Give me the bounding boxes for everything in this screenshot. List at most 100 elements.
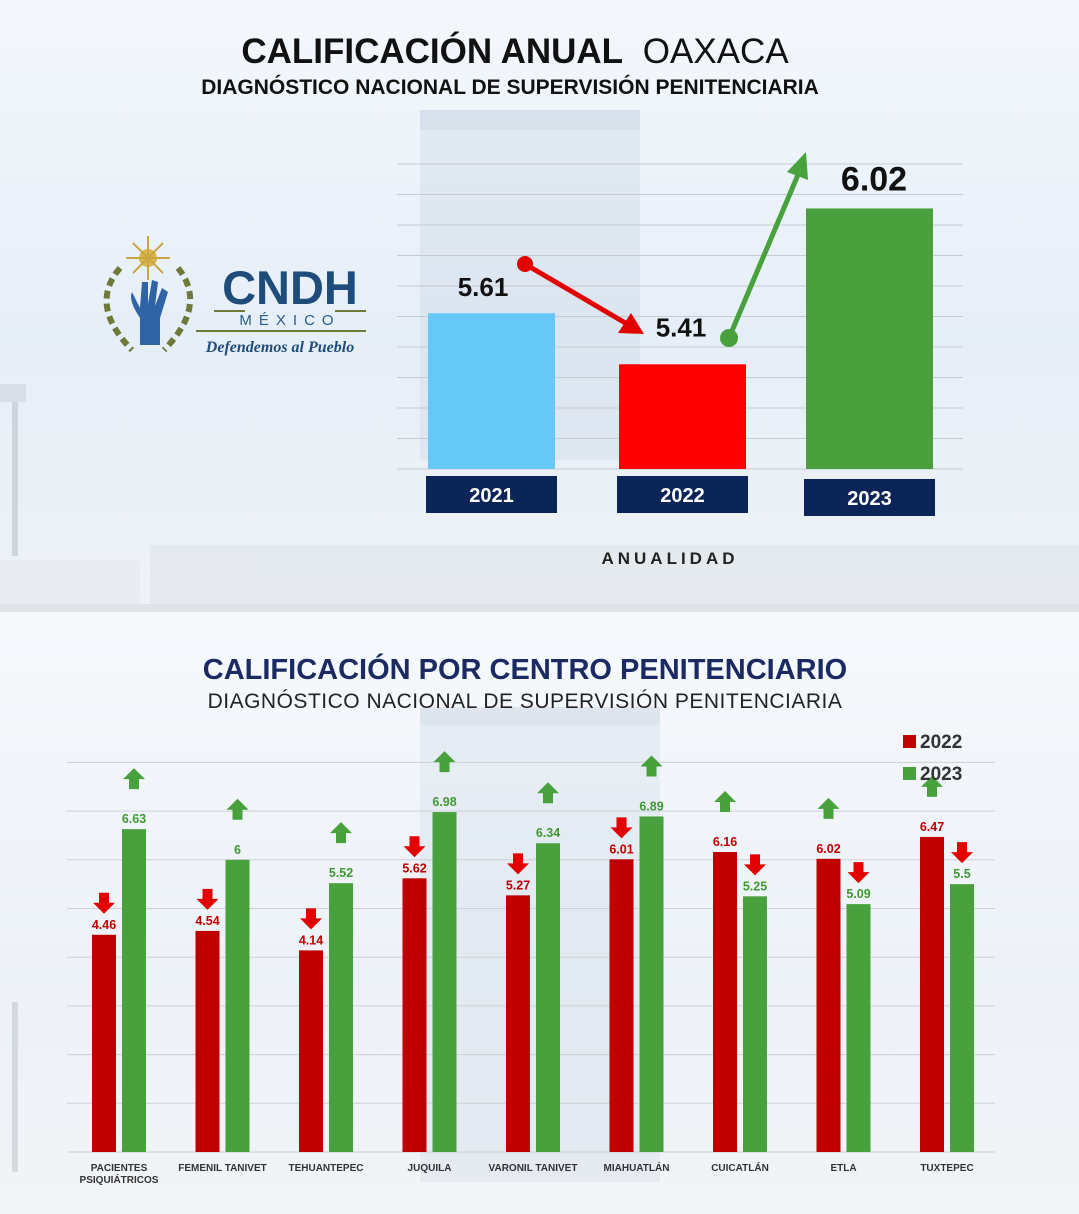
- bottom-category-label: PSIQUIÁTRICOS: [80, 1173, 159, 1186]
- center-score-chart: CALIFICACIÓN POR CENTRO PENITENCIARIO DI…: [12, 652, 995, 1186]
- bottom-title: CALIFICACIÓN POR CENTRO PENITENCIARIO: [203, 652, 847, 686]
- top-category-label: 2021: [469, 485, 514, 507]
- top-category-box-2022: [617, 476, 748, 513]
- laurel-wreath-icon: [103, 266, 194, 353]
- arrow-down-icon: [847, 862, 870, 884]
- bottom-value-label: 6.98: [432, 795, 456, 809]
- bar-2022-7: [816, 858, 841, 1152]
- top-value-label: 6.02: [841, 160, 907, 198]
- annual-score-chart: CALIFICACIÓN ANUAL OAXACA DIAGNÓSTICO NA…: [0, 31, 1079, 606]
- arrow-up-icon: [640, 755, 663, 777]
- bar-2022-8: [920, 836, 944, 1152]
- logo-name: CNDH: [222, 261, 358, 314]
- arrow-down-icon: [196, 888, 219, 910]
- top-value-label: 5.41: [656, 312, 707, 342]
- bottom-category-label: TEHUANTEPEC: [288, 1163, 363, 1174]
- bar-2023-4: [536, 843, 560, 1152]
- top-category-box-2021: [426, 476, 557, 513]
- top-category-label: 2023: [847, 488, 892, 510]
- bar-2023-0: [122, 829, 146, 1152]
- logo-country: MÉXICO: [239, 312, 340, 329]
- bar-2023-5: [639, 816, 664, 1152]
- bar-2023-6: [743, 896, 767, 1152]
- bottom-value-labels: 4.46 6.63 4.54 6 4.14 5.52 5.62 6.98 5.27 6.34 6.0…: [92, 795, 971, 947]
- bottom-value-label: 5.27: [506, 878, 530, 892]
- top-title: CALIFICACIÓN ANUAL OAXACA: [241, 31, 789, 71]
- top-category-labels: 2021 2022 2023: [426, 476, 935, 516]
- arrow-up-icon: [226, 798, 249, 820]
- bottom-value-label: 6.89: [639, 799, 663, 813]
- trend-arrow-up: [726, 169, 803, 339]
- bottom-value-label: 5.09: [846, 887, 870, 901]
- bottom-bars: [92, 812, 974, 1152]
- annual-score-panel: CALIFICACIÓN ANUAL OAXACA DIAGNÓSTICO NA…: [0, 0, 1079, 606]
- top-value-label: 5.61: [458, 272, 509, 302]
- arrow-up-icon: [123, 768, 145, 790]
- bottom-value-label: 6.47: [920, 820, 944, 834]
- trend-arrow-down: [523, 261, 629, 327]
- bottom-value-label: 5.5: [953, 867, 970, 881]
- bar-2023-1: [225, 859, 250, 1152]
- bottom-value-label: 4.54: [195, 914, 219, 928]
- bottom-category-label: JUQUILA: [408, 1163, 452, 1174]
- bottom-value-label: 5.62: [402, 861, 426, 875]
- bottom-value-label: 6.02: [816, 842, 840, 856]
- top-bars: [428, 208, 933, 469]
- bottom-gridlines: [67, 761, 995, 1153]
- legend-label-2023: 2023: [920, 764, 962, 785]
- arrow-up-icon: [433, 751, 456, 773]
- bottom-category-label: MIAHUATLÁN: [604, 1161, 670, 1174]
- arrow-down-icon: [507, 853, 529, 875]
- panel-divider: [0, 604, 1079, 612]
- top-category-label: 2022: [660, 485, 705, 507]
- bottom-value-label: 6.01: [609, 842, 633, 856]
- bottom-category-label: VARONIL TANIVET: [489, 1163, 578, 1174]
- top-x-axis-label: ANUALIDAD: [601, 549, 738, 568]
- raised-hand-icon: [131, 280, 168, 345]
- bar-2023-7: [846, 904, 871, 1152]
- bottom-value-label: 4.14: [299, 933, 323, 947]
- bottom-category-label: ETLA: [830, 1163, 856, 1174]
- top-bar-2022: [619, 364, 746, 469]
- top-category-box-2023: [804, 479, 935, 516]
- arrow-up-icon: [537, 782, 559, 804]
- bottom-category-label: TUXTEPEC: [920, 1163, 973, 1174]
- arrow-up-icon: [921, 775, 943, 797]
- arrow-up-icon: [330, 822, 352, 844]
- bar-2022-5: [609, 859, 634, 1152]
- bottom-value-label: 6.16: [713, 835, 737, 849]
- legend-label-2022: 2022: [920, 732, 962, 753]
- arrow-up-icon: [817, 797, 840, 819]
- bar-2023-2: [329, 883, 353, 1152]
- arrow-down-icon: [300, 908, 322, 930]
- bottom-value-label: 6: [234, 843, 241, 857]
- top-trend-arrows: [517, 152, 808, 347]
- bar-2022-4: [506, 895, 530, 1152]
- legend: 2022 2023: [903, 732, 962, 785]
- bar-2022-0: [92, 934, 116, 1152]
- legend-swatch-2022: [903, 735, 916, 748]
- arrow-down-icon: [744, 854, 766, 876]
- bottom-trend-arrows: [93, 751, 973, 930]
- sun-emblem-icon: [126, 236, 170, 280]
- bottom-category-label: PACIENTES: [91, 1163, 148, 1174]
- top-bar-2023: [806, 208, 933, 469]
- bar-2022-1: [195, 930, 220, 1152]
- arrow-down-icon: [610, 817, 633, 839]
- bar-2023-3: [432, 812, 457, 1152]
- bottom-value-label: 6.34: [536, 826, 560, 840]
- arrow-down-icon: [93, 892, 115, 914]
- arrow-down-icon: [403, 836, 426, 858]
- logo-motto: Defendemos al Pueblo: [205, 339, 354, 356]
- bar-2022-2: [299, 950, 323, 1152]
- cndh-logo: CNDH MÉXICO Defendemos al Pueblo: [103, 236, 366, 356]
- bar-2022-3: [402, 878, 427, 1152]
- top-bar-2021: [428, 313, 555, 469]
- bottom-value-label: 4.46: [92, 918, 116, 932]
- legend-swatch-2023: [903, 767, 916, 780]
- top-value-labels: 5.61 5.41 6.02: [458, 160, 907, 342]
- arrow-up-icon: [714, 791, 736, 813]
- bottom-category-label: FEMENIL TANIVET: [178, 1163, 267, 1174]
- bar-2022-6: [713, 852, 737, 1152]
